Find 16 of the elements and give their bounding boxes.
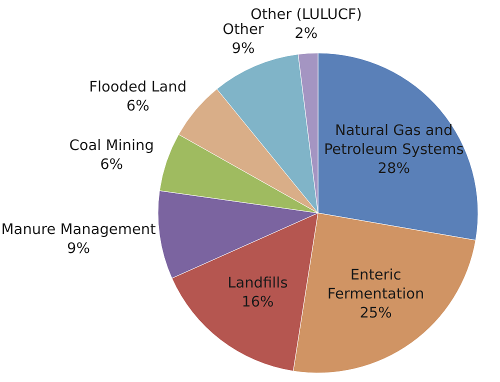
data-label: 6%: [100, 157, 124, 174]
data-label: 9%: [67, 240, 90, 257]
data-label: 2%: [294, 26, 318, 42]
slice-label: Other: [222, 22, 264, 38]
slice-label: Flooded Land: [89, 79, 187, 96]
slice-label: Natural Gas and Petroleum Systems: [324, 123, 464, 158]
slice-label: Coal Mining: [69, 138, 154, 154]
slice-label: Enteric Fermentation: [327, 268, 424, 303]
data-label: 16%: [242, 294, 274, 310]
slice-label: Landfills: [228, 275, 288, 292]
data-label: 9%: [232, 40, 255, 57]
data-label: 25%: [360, 306, 392, 322]
data-label: 6%: [126, 98, 150, 114]
data-label: 28%: [378, 161, 410, 178]
slice-label: Manure Management: [1, 222, 156, 238]
slice-label: Other (LULUCF): [250, 6, 362, 23]
